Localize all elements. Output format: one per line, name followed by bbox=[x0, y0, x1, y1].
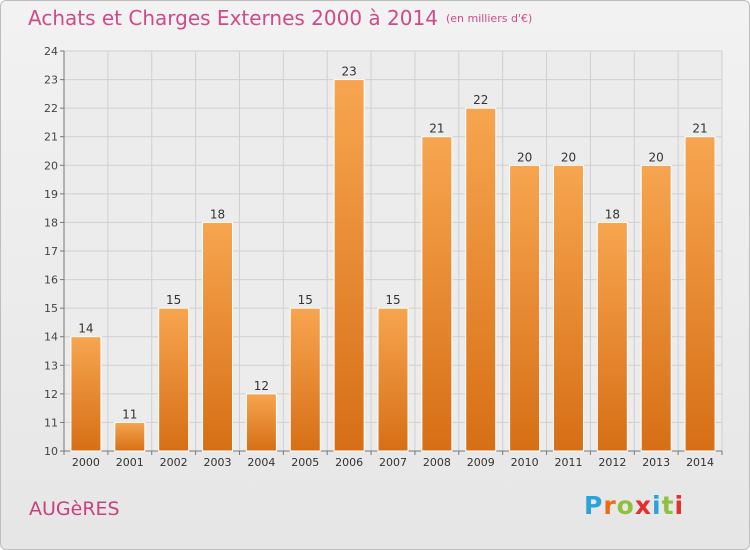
data-label: 15 bbox=[166, 293, 181, 307]
data-label: 20 bbox=[649, 150, 664, 164]
bar-2005 bbox=[289, 307, 321, 452]
data-label: 11 bbox=[122, 407, 137, 421]
y-tick-label: 12 bbox=[44, 388, 58, 401]
x-tick-label: 2002 bbox=[160, 456, 188, 469]
y-tick-label: 21 bbox=[44, 131, 58, 144]
brand-letter: t bbox=[661, 491, 675, 520]
x-tick-label: 2014 bbox=[686, 456, 714, 469]
data-label: 14 bbox=[78, 322, 93, 336]
x-tick-label: 2012 bbox=[598, 456, 626, 469]
bar-2010 bbox=[509, 164, 541, 452]
chart-title: Achats et Charges Externes 2000 à 2014 bbox=[28, 6, 438, 30]
bars bbox=[70, 79, 716, 452]
bar-2007 bbox=[377, 307, 409, 452]
brand-logo: Proxiti bbox=[584, 491, 684, 520]
chart-subtitle: (en milliers d'€) bbox=[445, 12, 533, 25]
brand-letter: o bbox=[616, 491, 635, 520]
x-tick-label: 2000 bbox=[72, 456, 100, 469]
bar-2013 bbox=[640, 164, 672, 452]
title-row: Achats et Charges Externes 2000 à 2014 (e… bbox=[28, 6, 532, 30]
data-label: 23 bbox=[341, 65, 356, 79]
y-tick-label: 11 bbox=[44, 416, 58, 429]
bar-2014 bbox=[684, 136, 716, 452]
y-tick-label: 13 bbox=[44, 359, 58, 372]
x-tick-label: 2001 bbox=[116, 456, 144, 469]
brand-letter: P bbox=[584, 491, 604, 520]
y-tick-label: 15 bbox=[44, 302, 58, 315]
y-tick-label: 23 bbox=[44, 74, 58, 87]
brand-letter: r bbox=[603, 491, 617, 520]
y-tick-label: 14 bbox=[44, 331, 58, 344]
bar-2002 bbox=[158, 307, 190, 452]
data-label: 15 bbox=[385, 293, 400, 307]
x-tick-label: 2004 bbox=[247, 456, 275, 469]
data-label: 18 bbox=[605, 207, 620, 221]
x-tick-label: 2003 bbox=[204, 456, 232, 469]
x-tick-label: 2013 bbox=[642, 456, 670, 469]
bar-2008 bbox=[421, 136, 453, 452]
data-labels: 14 11 15 18 12 15 23 15 21 22 20 20 18 20 21 bbox=[78, 65, 707, 422]
x-tick-label: 2006 bbox=[335, 456, 363, 469]
bar-2011 bbox=[552, 164, 584, 452]
x-tick-label: 2010 bbox=[511, 456, 539, 469]
y-tick-label: 22 bbox=[44, 102, 58, 115]
bar-2000 bbox=[70, 336, 102, 452]
brand-letter: i bbox=[652, 491, 662, 520]
bar-2009 bbox=[465, 107, 497, 452]
data-label: 21 bbox=[692, 122, 707, 136]
x-tick-label: 2007 bbox=[379, 456, 407, 469]
data-label: 18 bbox=[210, 207, 225, 221]
brand-letter: i bbox=[674, 491, 685, 520]
data-label: 15 bbox=[298, 293, 313, 307]
x-tick-label: 2011 bbox=[554, 456, 582, 469]
y-tick-label: 24 bbox=[44, 45, 58, 58]
bar-2012 bbox=[596, 221, 628, 452]
place-name: AUGèRES bbox=[29, 498, 120, 520]
x-tick-label: 2009 bbox=[467, 456, 495, 469]
brand-letter: x bbox=[634, 491, 652, 520]
data-label: 21 bbox=[429, 122, 444, 136]
bar-2004 bbox=[245, 393, 277, 452]
x-tick-label: 2008 bbox=[423, 456, 451, 469]
x-tick-label: 2005 bbox=[291, 456, 319, 469]
y-tick-label: 20 bbox=[44, 159, 58, 172]
bar-2001 bbox=[114, 421, 146, 452]
y-tick-label: 18 bbox=[44, 216, 58, 229]
data-label: 20 bbox=[561, 150, 576, 164]
y-tick-label: 19 bbox=[44, 188, 58, 201]
y-tick-label: 16 bbox=[44, 274, 58, 287]
bar-2003 bbox=[202, 221, 234, 452]
y-tick-label: 10 bbox=[44, 445, 58, 458]
data-label: 12 bbox=[254, 379, 269, 393]
data-label: 20 bbox=[517, 150, 532, 164]
data-label: 22 bbox=[473, 93, 488, 107]
bar-2006 bbox=[333, 79, 365, 452]
y-tick-label: 17 bbox=[44, 245, 58, 258]
